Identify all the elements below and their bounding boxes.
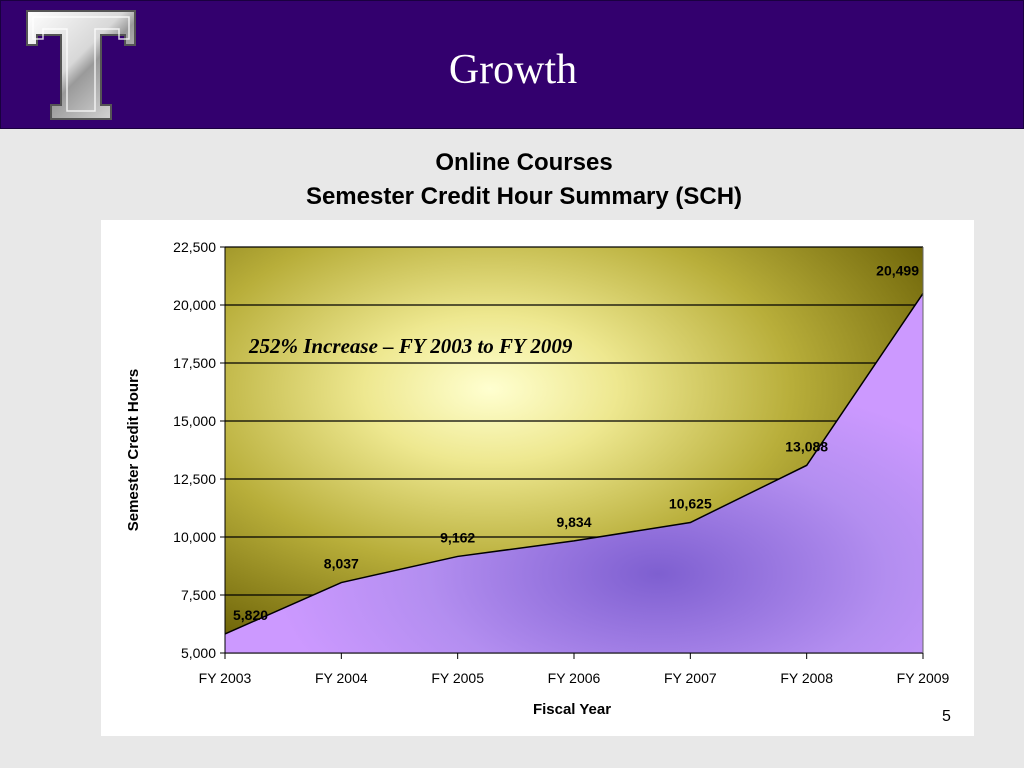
x-axis-title: Fiscal Year <box>533 701 611 718</box>
slide-header: Growth <box>0 0 1024 129</box>
x-tick-label: FY 2007 <box>664 670 717 686</box>
x-tick-label: FY 2009 <box>897 670 950 686</box>
x-tick-label: FY 2004 <box>315 670 368 686</box>
y-tick-label: 7,500 <box>181 587 216 603</box>
chart-heading: Online Courses Semester Credit Hour Summ… <box>0 146 1024 214</box>
area-chart: 5,000 7,500 10,000 12,500 15,000 17,500 20,000… <box>125 239 950 718</box>
data-label: 9,834 <box>556 514 591 530</box>
y-tick-label: 12,500 <box>173 471 216 487</box>
data-label: 10,625 <box>669 496 712 512</box>
y-tick-label: 17,500 <box>173 355 216 371</box>
chart-container: 5,000 7,500 10,000 12,500 15,000 17,500 20,000… <box>101 220 974 736</box>
t-logo-icon <box>26 10 136 120</box>
x-tick-label: FY 2005 <box>431 670 484 686</box>
y-tick-label: 15,000 <box>173 413 216 429</box>
slide-title: Growth <box>448 47 578 93</box>
y-axis-title: Semester Credit Hours <box>125 369 142 532</box>
area-series <box>225 293 923 653</box>
chart-subtitle: Semester Credit Hour Summary (SCH) <box>305 183 743 210</box>
x-tick-label: FY 2008 <box>780 670 833 686</box>
x-tick-label: FY 2003 <box>199 670 252 686</box>
chart-annotation: 252% Increase – FY 2003 to FY 2009 <box>248 334 573 358</box>
data-label: 8,037 <box>324 556 359 572</box>
y-tick-label: 5,000 <box>181 645 216 661</box>
chart-title: Online Courses <box>435 149 613 176</box>
y-tick-label: 22,500 <box>173 239 216 255</box>
x-tick-label: FY 2006 <box>548 670 601 686</box>
area-series-line <box>224 293 924 635</box>
data-label: 20,499 <box>876 262 919 278</box>
data-label: 13,088 <box>785 438 828 454</box>
y-tick-label: 20,000 <box>173 297 216 313</box>
page-number: 5 <box>942 708 951 725</box>
data-label: 9,162 <box>440 529 475 545</box>
data-label: 5,820 <box>233 607 268 623</box>
y-tick-label: 10,000 <box>173 529 216 545</box>
